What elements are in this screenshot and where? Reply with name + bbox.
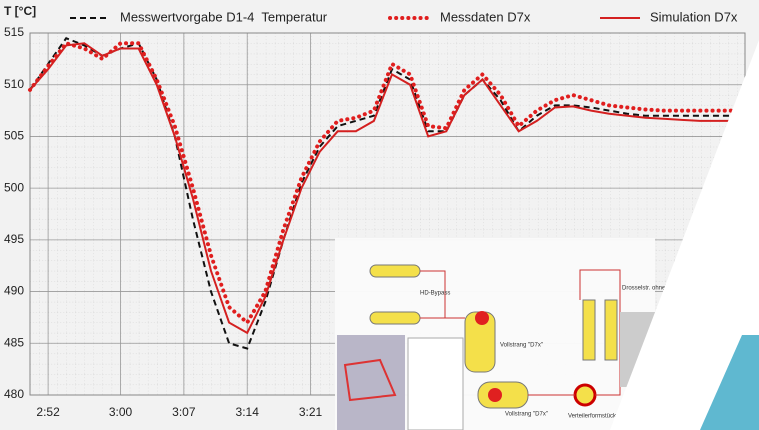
- y-tick-label: 485: [4, 335, 24, 349]
- y-tick-label: 490: [4, 284, 24, 298]
- series-line: [29, 42, 736, 335]
- y-tick-label: 505: [4, 129, 24, 143]
- overlay-label: Vollstrang "D7x": [500, 343, 543, 349]
- legend-label: Simulation D7x: [650, 9, 738, 24]
- x-tick-label: 2:52: [36, 405, 60, 419]
- blue-shape: [700, 335, 759, 430]
- x-tick-label: 3:07: [172, 405, 196, 419]
- overlay-label: Vollstrang "D7x": [505, 412, 548, 418]
- diagram-overlay: [335, 238, 658, 430]
- x-tick-label: 3:21: [299, 405, 323, 419]
- series-line: [28, 41, 738, 326]
- y-tick-label: 510: [4, 77, 24, 91]
- y-tick-label: 480: [4, 387, 24, 401]
- legend-label: Messdaten D7x: [440, 9, 531, 24]
- overlay-label: HD-Bypass: [420, 291, 450, 297]
- series-line: [29, 36, 736, 350]
- x-tick-label: 3:00: [109, 405, 133, 419]
- x-tick-label: 3:14: [236, 405, 260, 419]
- legend-label: Messwertvorgabe D1-4 Temperatur: [120, 9, 328, 24]
- overlay-label: Drosselstr. ohne Bew.: [622, 286, 680, 292]
- y-tick-label: 515: [4, 25, 24, 39]
- y-tick-label: 500: [4, 180, 24, 194]
- y-tick-label: 495: [4, 232, 24, 246]
- overlay-label: Verteilerformstück Wandtemperatur: [568, 414, 662, 420]
- white-shape: [610, 40, 759, 430]
- y-axis-label: T [°C]: [4, 4, 36, 18]
